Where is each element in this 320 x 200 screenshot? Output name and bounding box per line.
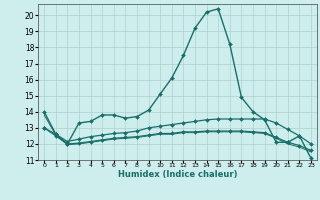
X-axis label: Humidex (Indice chaleur): Humidex (Indice chaleur): [118, 170, 237, 179]
